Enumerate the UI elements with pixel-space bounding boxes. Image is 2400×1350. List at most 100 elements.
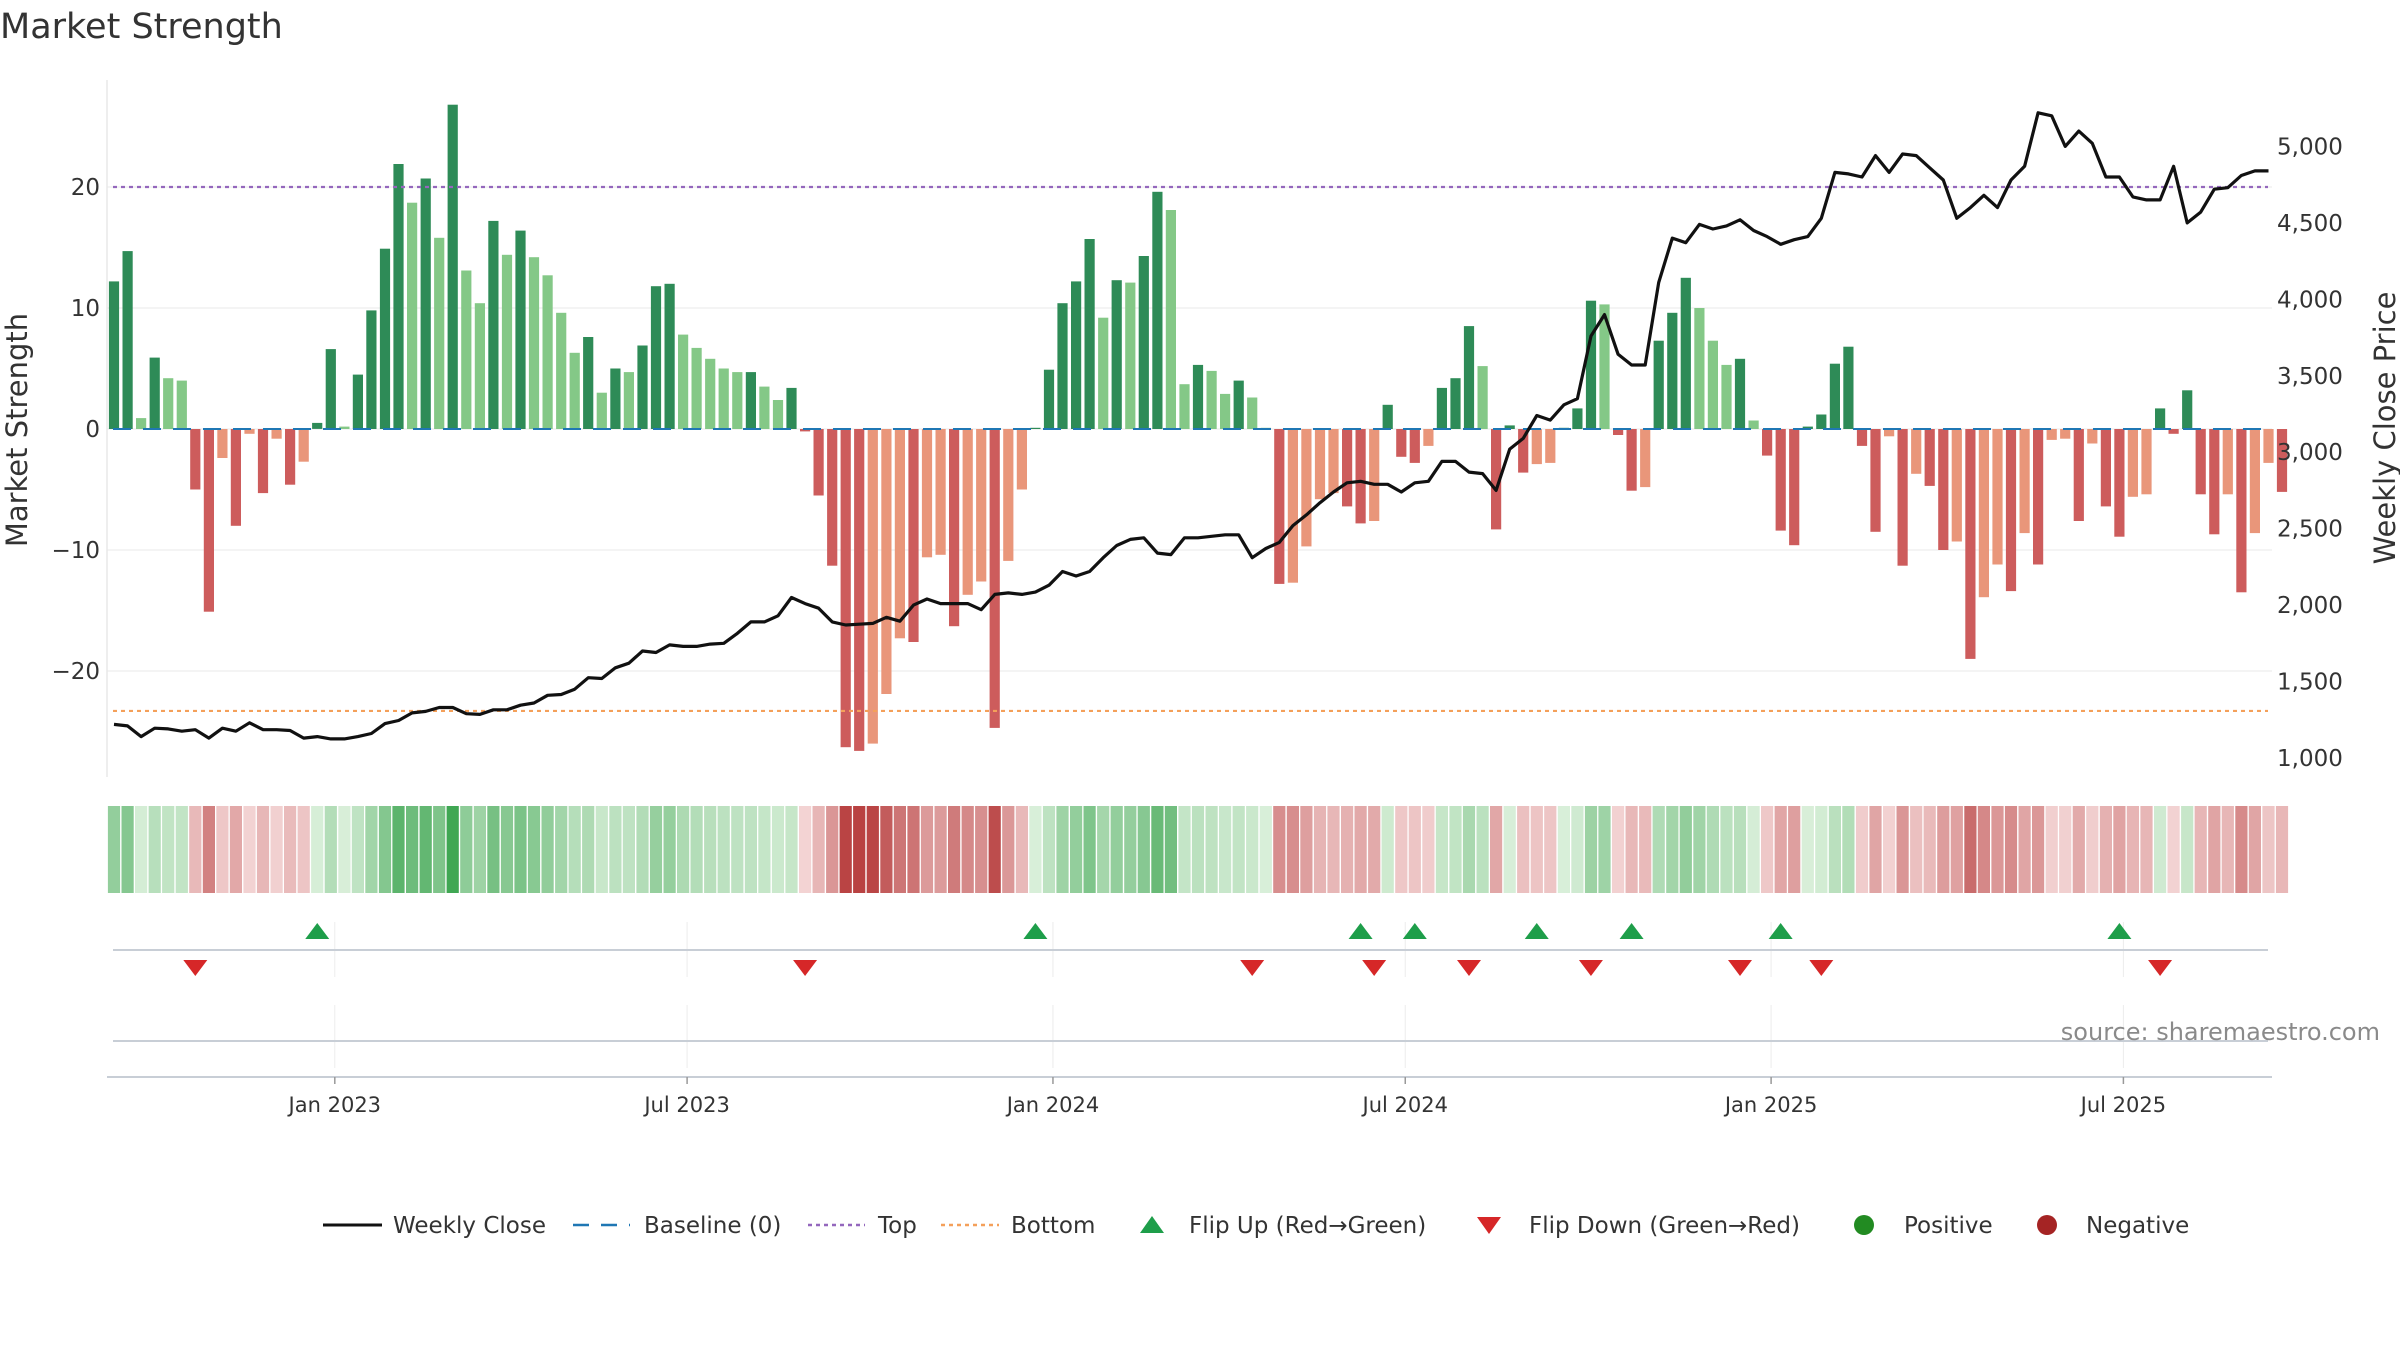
strength-bar (366, 310, 377, 429)
strength-bar (1030, 427, 1041, 429)
strength-bar (1653, 340, 1664, 429)
heat-cell (121, 806, 134, 893)
heat-cell (324, 806, 337, 893)
strength-bar (556, 312, 567, 429)
heat-cell (690, 806, 703, 893)
strength-bar (772, 400, 784, 429)
strength-bar (1450, 378, 1461, 429)
heat-cell (704, 806, 717, 893)
heat-cell (2181, 806, 2194, 893)
flip-panel (113, 922, 2268, 1068)
strength-bar (1734, 358, 1746, 429)
strength-bar (976, 429, 987, 582)
heat-cell (880, 806, 893, 893)
date-tick-label: Jul 2025 (2079, 1093, 2166, 1117)
left-axis-label: Market Strength (0, 313, 34, 547)
heat-cell (1151, 806, 1164, 893)
strength-bar (637, 345, 648, 429)
strength-bar (1084, 239, 1095, 429)
heat-cell (1381, 806, 1394, 893)
heat-cell (2275, 806, 2289, 893)
strength-bar (108, 281, 120, 429)
strength-bar (1518, 429, 1529, 473)
heat-cell (1557, 806, 1570, 893)
strength-bar (2236, 429, 2247, 593)
strength-bar (1640, 429, 1651, 488)
strength-bar (1287, 429, 1298, 583)
strength-bar (867, 429, 878, 744)
flip-markers (183, 923, 2173, 976)
strength-bar (1125, 282, 1136, 429)
strength-bar (827, 429, 838, 566)
date-tick-label: Jan 2024 (1005, 1093, 1100, 1117)
heat-cell (460, 806, 473, 893)
heat-cell (1395, 806, 1408, 893)
heat-cell (555, 806, 568, 893)
heat-cell (229, 806, 242, 893)
left-tick-label: −20 (51, 659, 100, 685)
strength-bar (1965, 429, 1976, 659)
heat-cell (2018, 806, 2031, 893)
legend-swatch (2037, 1215, 2057, 1235)
heat-cell (907, 806, 920, 893)
legend-label: Flip Up (Red→Green) (1189, 1213, 1426, 1239)
heat-cell (1571, 806, 1584, 893)
heat-cell (758, 806, 771, 893)
strength-bar (1884, 429, 1895, 437)
heat-cell (541, 806, 554, 893)
strength-bar (1016, 429, 1027, 490)
strength-bar (2263, 429, 2274, 463)
heat-cell (1910, 806, 1923, 893)
heat-cell (2113, 806, 2126, 893)
heat-cell (1435, 806, 1448, 893)
heat-cell (1300, 806, 1313, 893)
strength-bar (1301, 429, 1312, 547)
flip-up-marker (2107, 923, 2132, 939)
strength-bar (2060, 429, 2071, 439)
strength-bar (2249, 429, 2260, 534)
heat-cell (1164, 806, 1177, 893)
strength-bar (1477, 366, 1488, 429)
flip-down-marker (1457, 960, 1481, 976)
heat-cell (1273, 806, 1286, 893)
heat-cell (162, 806, 175, 893)
heat-cell (527, 806, 541, 893)
strength-bar (285, 429, 296, 485)
strength-bar (542, 275, 553, 429)
strength-bar (1314, 429, 1326, 500)
strength-bar (1694, 308, 1705, 429)
heat-cell (1598, 806, 1611, 893)
heat-cell (514, 806, 527, 893)
right-axis-ticks: 5,000 4,500 4,000 3,500 3,000 2,500 2,000 1,500… (2277, 134, 2343, 772)
strength-bar (352, 374, 363, 429)
strength-bar (2033, 429, 2044, 565)
chart-title: Market Strength (0, 7, 283, 47)
strength-bar (488, 220, 499, 429)
heat-cell (365, 806, 378, 893)
strength-bar (1667, 312, 1678, 429)
heat-cell (1083, 806, 1096, 893)
reference-lines (113, 185, 2268, 713)
strength-bar (1152, 191, 1163, 429)
heat-cell (2262, 806, 2275, 893)
flip-down-marker (1362, 960, 1387, 976)
strength-bar (610, 368, 621, 429)
heat-cell (1029, 806, 1042, 893)
flip-down-marker (1240, 960, 1265, 976)
heat-cell (663, 806, 676, 893)
strength-bar (434, 237, 445, 429)
heat-cell (1774, 806, 1787, 893)
heat-cell (1612, 806, 1625, 893)
heat-cell (595, 806, 608, 893)
heat-cell (1801, 806, 1814, 893)
flip-down-marker (183, 960, 208, 976)
heat-cell (1896, 806, 1909, 893)
heat-cell (1178, 806, 1191, 893)
heat-cell (2248, 806, 2261, 893)
strength-bar (1165, 210, 1176, 429)
strength-bar (1572, 408, 1583, 429)
strength-bar (407, 202, 418, 429)
heat-cell (582, 806, 595, 893)
flip-up-marker (1524, 923, 1549, 939)
heat-cell (1666, 806, 1679, 893)
